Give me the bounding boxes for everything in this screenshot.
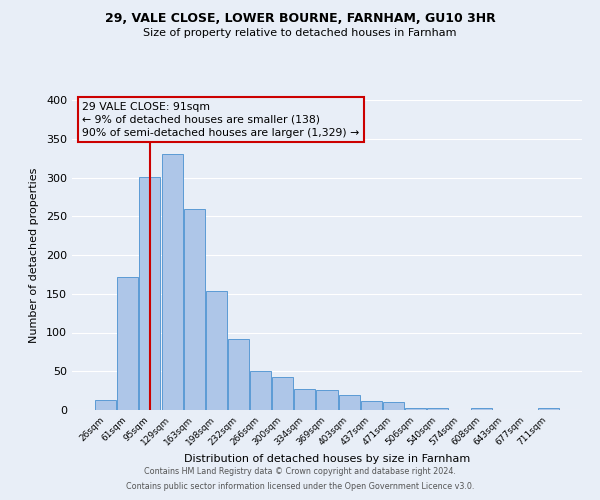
- Bar: [383, 402, 404, 410]
- Bar: [139, 176, 160, 410]
- Bar: [161, 154, 182, 410]
- Text: Contains HM Land Registry data © Crown copyright and database right 2024.: Contains HM Land Registry data © Crown c…: [144, 467, 456, 476]
- Text: Size of property relative to detached houses in Farnham: Size of property relative to detached ho…: [143, 28, 457, 38]
- Bar: [295, 389, 316, 410]
- Text: 29 VALE CLOSE: 91sqm
← 9% of detached houses are smaller (138)
90% of semi-detac: 29 VALE CLOSE: 91sqm ← 9% of detached ho…: [82, 102, 359, 138]
- Bar: [361, 402, 382, 410]
- Bar: [272, 376, 293, 410]
- Bar: [427, 408, 448, 410]
- Bar: [538, 408, 559, 410]
- Bar: [250, 371, 271, 410]
- Text: 29, VALE CLOSE, LOWER BOURNE, FARNHAM, GU10 3HR: 29, VALE CLOSE, LOWER BOURNE, FARNHAM, G…: [104, 12, 496, 26]
- Y-axis label: Number of detached properties: Number of detached properties: [29, 168, 39, 342]
- Bar: [338, 394, 359, 410]
- Bar: [206, 292, 227, 410]
- X-axis label: Distribution of detached houses by size in Farnham: Distribution of detached houses by size …: [184, 454, 470, 464]
- Bar: [316, 390, 338, 410]
- Bar: [95, 400, 116, 410]
- Bar: [118, 276, 139, 410]
- Bar: [472, 408, 493, 410]
- Text: Contains public sector information licensed under the Open Government Licence v3: Contains public sector information licen…: [126, 482, 474, 491]
- Bar: [405, 408, 426, 410]
- Bar: [184, 210, 205, 410]
- Bar: [228, 340, 249, 410]
